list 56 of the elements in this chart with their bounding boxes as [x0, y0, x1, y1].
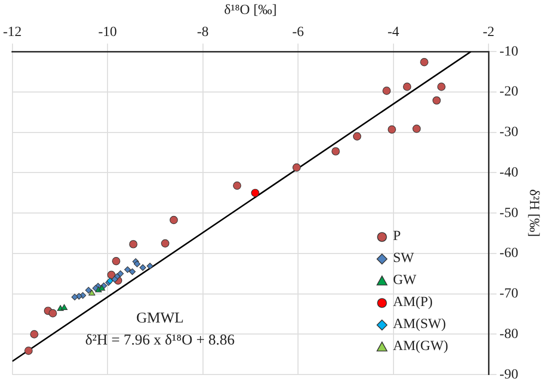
- point: [71, 294, 78, 300]
- point: [88, 290, 96, 296]
- point: [111, 276, 118, 283]
- legend-label: SW: [393, 251, 414, 267]
- y-axis-title: δ²H [‰]: [526, 189, 541, 237]
- point: [353, 132, 362, 140]
- point: [420, 58, 428, 66]
- point: [30, 330, 38, 338]
- annotation: GMWL: [136, 310, 184, 327]
- point: [129, 268, 136, 275]
- point: [292, 163, 301, 172]
- legend-label: AM(GW): [393, 339, 448, 355]
- point: [388, 125, 396, 134]
- y-tick-label: -50: [500, 206, 518, 221]
- x-tick-label: -6: [292, 24, 304, 40]
- point: [170, 216, 178, 224]
- point: [129, 240, 138, 248]
- point: [60, 304, 68, 310]
- point: [98, 284, 106, 291]
- y-tick-label: -10: [500, 44, 518, 60]
- point: [117, 270, 124, 277]
- point: [251, 188, 260, 198]
- point: [134, 260, 140, 268]
- y-tick-label: -60: [500, 246, 518, 262]
- point: [437, 82, 446, 91]
- point: [140, 264, 146, 271]
- x-tick-label: -8: [196, 24, 209, 40]
- point: [332, 147, 340, 156]
- legend-label: P: [393, 229, 401, 245]
- point: [112, 257, 120, 266]
- y-tick-label: -30: [500, 125, 518, 140]
- legend-label: AM(SW): [393, 317, 446, 333]
- y-tick-label: -40: [500, 165, 518, 180]
- point: [403, 82, 412, 91]
- legend-label: AM(P): [393, 295, 433, 311]
- x-axis-title: δ¹⁸O [‰]: [224, 3, 277, 18]
- point: [233, 182, 242, 190]
- y-tick-label: -90: [500, 367, 518, 382]
- point: [48, 309, 57, 318]
- point: [382, 86, 391, 95]
- annotation: δ²H = 7.96 x δ¹⁸O + 8.86: [85, 332, 236, 349]
- legend-label: GW: [393, 273, 416, 289]
- point: [146, 262, 154, 270]
- x-tick-label: -12: [2, 24, 22, 40]
- point: [124, 266, 131, 273]
- y-tick-label: -80: [500, 326, 518, 342]
- x-tick-label: -10: [98, 24, 117, 40]
- y-tick-label: -70: [500, 286, 518, 302]
- x-tick-label: -2: [482, 24, 494, 40]
- point: [432, 96, 441, 105]
- point: [161, 239, 170, 248]
- x-tick-label: -4: [387, 24, 400, 40]
- point: [412, 124, 421, 133]
- point: [85, 286, 92, 294]
- y-tick-label: -20: [500, 84, 518, 100]
- point: [24, 346, 33, 355]
